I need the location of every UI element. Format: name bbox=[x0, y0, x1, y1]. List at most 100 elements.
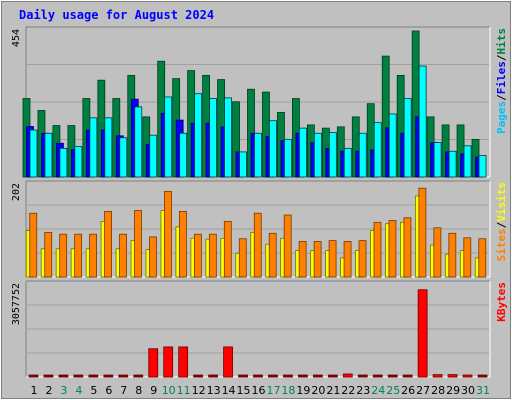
bar-sites-day-3 bbox=[59, 233, 68, 278]
x-tick-label-day-9: 9 bbox=[150, 384, 157, 397]
bar-kbytes-day-21 bbox=[327, 374, 338, 378]
bar-pages-day-21 bbox=[328, 132, 337, 178]
bar-sites-day-7 bbox=[119, 233, 127, 278]
bar-pages-day-13 bbox=[209, 98, 217, 178]
bar-pages-day-14 bbox=[224, 97, 232, 178]
bar-sites-day-16 bbox=[253, 212, 262, 278]
x-tick-label-day-4: 4 bbox=[75, 384, 82, 397]
bar-sites-day-10 bbox=[164, 190, 172, 278]
bar-kbytes-day-5 bbox=[88, 374, 99, 378]
bar-pages-day-11 bbox=[179, 132, 188, 178]
bar-sites-day-6 bbox=[104, 211, 112, 278]
bar-sites-day-5 bbox=[89, 233, 98, 278]
bar-kbytes-day-15 bbox=[238, 374, 248, 378]
x-tick-label-day-11: 11 bbox=[177, 384, 191, 397]
bar-pages-day-5 bbox=[89, 117, 98, 178]
y-max-label: 3057752 bbox=[11, 283, 22, 325]
legend-separator: / bbox=[495, 94, 508, 101]
bar-kbytes-day-2 bbox=[43, 374, 54, 378]
x-tick-label-day-30: 30 bbox=[461, 384, 475, 397]
x-tick-label-day-25: 25 bbox=[386, 384, 400, 397]
legend-item-pages: Pages bbox=[495, 101, 508, 134]
bar-kbytes-day-7 bbox=[118, 374, 129, 378]
bar-sites-day-22 bbox=[343, 241, 352, 278]
x-tick-label-day-21: 21 bbox=[326, 384, 340, 397]
bar-sites-day-27 bbox=[418, 187, 427, 278]
chart-title: Daily usage for August 2024 bbox=[19, 8, 214, 22]
bar-pages-day-28 bbox=[433, 142, 442, 178]
bar-kbytes-day-4 bbox=[73, 374, 84, 378]
bar-pages-day-8 bbox=[134, 106, 143, 178]
x-tick-label-day-10: 10 bbox=[162, 384, 176, 397]
bar-sites-day-29 bbox=[448, 232, 457, 278]
bar-sites-day-2 bbox=[44, 231, 53, 278]
bar-sites-day-28 bbox=[433, 227, 442, 278]
legend-item-visits: Visits bbox=[495, 182, 508, 222]
bar-pages-day-1 bbox=[29, 129, 38, 178]
x-tick-label-day-5: 5 bbox=[90, 384, 97, 397]
bar-kbytes-day-28 bbox=[432, 374, 443, 378]
bar-kbytes-day-8 bbox=[133, 374, 144, 378]
bar-kbytes-day-23 bbox=[357, 374, 368, 378]
legend-separator: / bbox=[495, 221, 508, 228]
bar-kbytes-day-19 bbox=[298, 374, 308, 378]
x-tick-label-day-20: 20 bbox=[311, 384, 325, 397]
x-tick-label-day-18: 18 bbox=[281, 384, 295, 397]
bar-sites-day-20 bbox=[313, 241, 322, 278]
bar-sites-day-24 bbox=[373, 221, 382, 278]
x-tick-label-day-31: 31 bbox=[476, 384, 490, 397]
bar-sites-day-19 bbox=[298, 241, 307, 278]
bar-sites-day-15 bbox=[238, 238, 247, 278]
bar-kbytes-day-22 bbox=[342, 373, 353, 378]
bar-kbytes-day-24 bbox=[372, 374, 383, 378]
bar-kbytes-day-12 bbox=[193, 374, 204, 378]
legend-kbytes: KBytes bbox=[495, 282, 508, 322]
legend-item-kbytes: KBytes bbox=[495, 282, 508, 322]
x-tick-label-day-7: 7 bbox=[120, 384, 127, 397]
bar-kbytes-day-29 bbox=[447, 374, 458, 378]
x-tick-label-day-29: 29 bbox=[446, 384, 460, 397]
legend-item-sites: Sites bbox=[495, 228, 508, 261]
bar-kbytes-day-31 bbox=[477, 374, 488, 378]
legend-item-hits: Hits bbox=[495, 28, 508, 55]
bar-kbytes-day-20 bbox=[312, 374, 323, 378]
x-tick-label-day-28: 28 bbox=[431, 384, 445, 397]
bar-sites-day-23 bbox=[358, 240, 367, 278]
bar-sites-day-31 bbox=[478, 238, 487, 278]
x-tick-label-day-26: 26 bbox=[401, 384, 415, 397]
bar-sites-day-14 bbox=[223, 221, 232, 278]
x-tick-label-day-13: 13 bbox=[207, 384, 221, 397]
bar-sites-day-26 bbox=[403, 217, 412, 278]
y-max-label: 202 bbox=[11, 183, 22, 201]
bar-sites-day-17 bbox=[268, 232, 277, 278]
x-tick-label-day-12: 12 bbox=[192, 384, 206, 397]
bar-pages-day-15 bbox=[239, 151, 247, 178]
bar-pages-day-27 bbox=[418, 65, 427, 178]
x-tick-label-day-15: 15 bbox=[237, 384, 251, 397]
bar-sites-day-21 bbox=[328, 240, 337, 278]
x-tick-label-day-8: 8 bbox=[135, 384, 142, 397]
legend-sites-visits: Sites/Visits bbox=[495, 182, 508, 262]
bar-kbytes-day-27 bbox=[417, 289, 428, 378]
bar-pages-day-10 bbox=[164, 96, 173, 178]
x-tick-label-day-6: 6 bbox=[105, 384, 112, 397]
bar-sites-day-4 bbox=[74, 233, 83, 278]
bar-pages-day-16 bbox=[254, 132, 262, 178]
bar-kbytes-day-30 bbox=[462, 374, 473, 378]
bar-sites-day-12 bbox=[193, 233, 202, 278]
bar-kbytes-day-6 bbox=[103, 374, 114, 378]
bar-pages-day-4 bbox=[74, 146, 83, 178]
bar-sites-day-13 bbox=[208, 233, 217, 278]
bar-kbytes-day-18 bbox=[283, 374, 293, 378]
bar-pages-day-20 bbox=[313, 132, 322, 178]
bar-kbytes-day-25 bbox=[387, 374, 398, 378]
bar-pages-day-30 bbox=[463, 145, 472, 178]
x-tick-label-day-22: 22 bbox=[341, 384, 355, 397]
bar-sites-day-11 bbox=[179, 211, 187, 278]
bar-pages-day-22 bbox=[343, 147, 352, 178]
bar-kbytes-day-3 bbox=[58, 374, 69, 378]
bar-pages-day-19 bbox=[299, 127, 307, 178]
x-tick-label-day-16: 16 bbox=[252, 384, 266, 397]
bar-kbytes-day-26 bbox=[402, 374, 413, 378]
x-tick-label-day-27: 27 bbox=[416, 384, 430, 397]
